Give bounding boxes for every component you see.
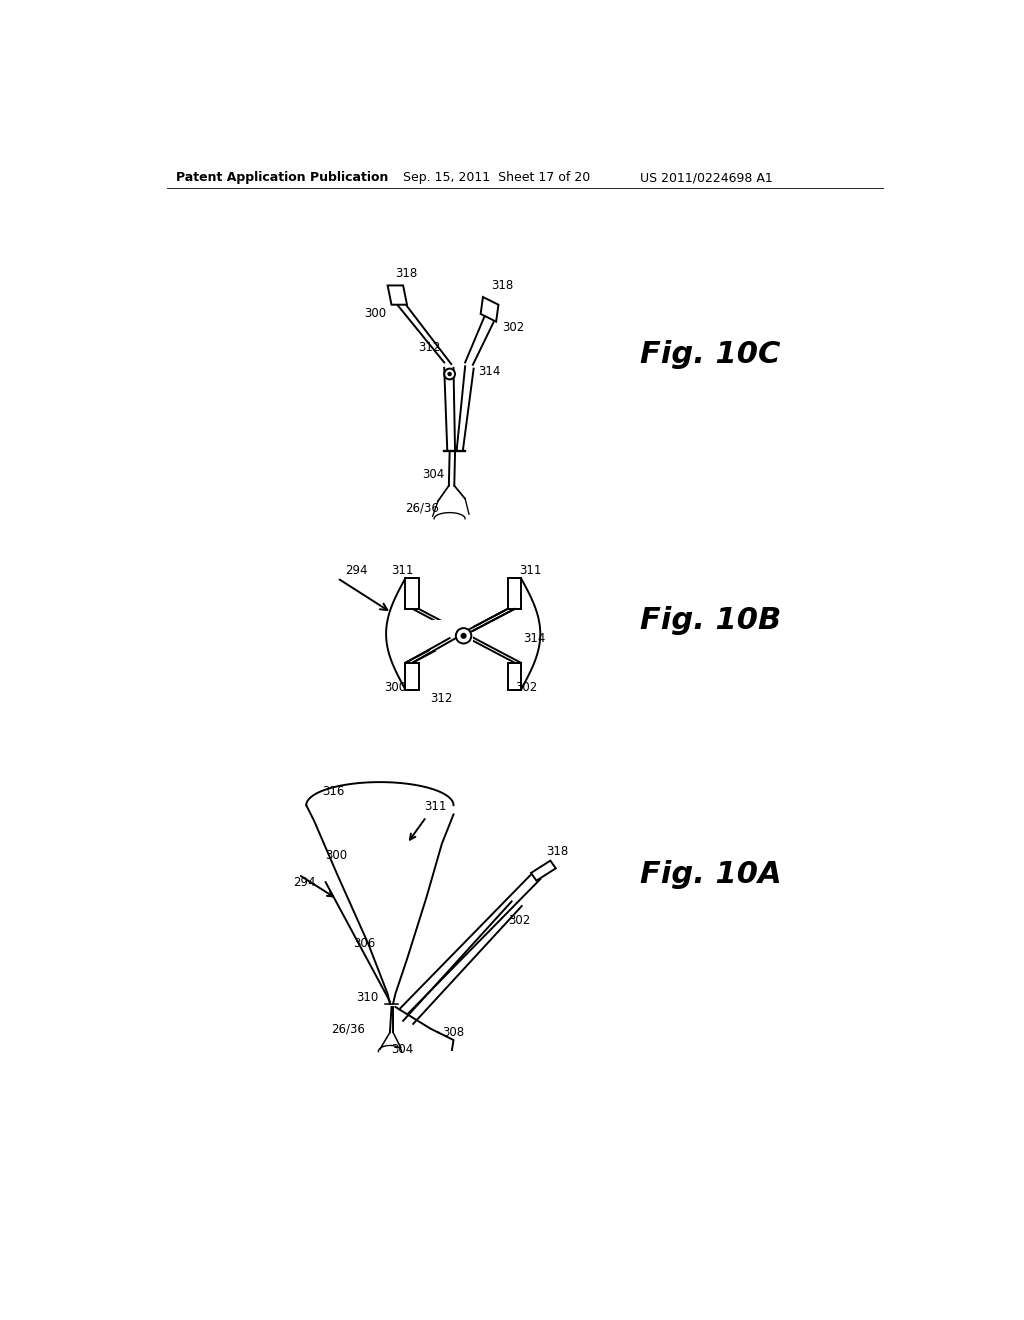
Text: 311: 311 — [519, 564, 542, 577]
Text: 312: 312 — [430, 693, 453, 705]
Circle shape — [456, 628, 471, 644]
Text: 294: 294 — [293, 875, 315, 888]
Text: 302: 302 — [515, 681, 538, 694]
Text: 300: 300 — [384, 681, 406, 694]
Text: Fig. 10C: Fig. 10C — [640, 341, 780, 370]
Text: 310: 310 — [356, 991, 379, 1005]
Text: 302: 302 — [508, 915, 530, 927]
Text: 314: 314 — [478, 366, 501, 379]
Text: US 2011/0224698 A1: US 2011/0224698 A1 — [640, 172, 772, 185]
Polygon shape — [388, 285, 407, 305]
Text: 306: 306 — [352, 937, 375, 950]
Text: 311: 311 — [391, 564, 414, 577]
Text: 304: 304 — [391, 1043, 414, 1056]
Polygon shape — [430, 620, 473, 651]
Text: 308: 308 — [442, 1026, 464, 1039]
Polygon shape — [480, 297, 499, 322]
Circle shape — [444, 368, 455, 379]
Text: 318: 318 — [547, 845, 568, 858]
Text: Patent Application Publication: Patent Application Publication — [176, 172, 388, 185]
Polygon shape — [406, 578, 419, 609]
Circle shape — [461, 634, 466, 638]
Text: 311: 311 — [424, 800, 446, 813]
Text: Fig. 10B: Fig. 10B — [640, 606, 780, 635]
Text: Sep. 15, 2011  Sheet 17 of 20: Sep. 15, 2011 Sheet 17 of 20 — [403, 172, 591, 185]
Polygon shape — [508, 578, 521, 609]
Text: 304: 304 — [423, 467, 444, 480]
Polygon shape — [508, 663, 521, 689]
Text: 312: 312 — [419, 341, 441, 354]
Text: 318: 318 — [490, 279, 513, 292]
Text: 316: 316 — [322, 785, 344, 797]
Text: Fig. 10A: Fig. 10A — [640, 861, 781, 888]
Text: 294: 294 — [345, 564, 368, 577]
Text: 26/36: 26/36 — [331, 1022, 365, 1035]
Text: 302: 302 — [503, 321, 524, 334]
Polygon shape — [531, 861, 556, 880]
Circle shape — [449, 372, 452, 375]
Text: 318: 318 — [395, 268, 418, 280]
Text: 300: 300 — [365, 308, 386, 321]
Text: 300: 300 — [326, 849, 348, 862]
Polygon shape — [406, 663, 419, 689]
Text: 314: 314 — [523, 632, 546, 645]
Text: 26/36: 26/36 — [406, 502, 439, 515]
